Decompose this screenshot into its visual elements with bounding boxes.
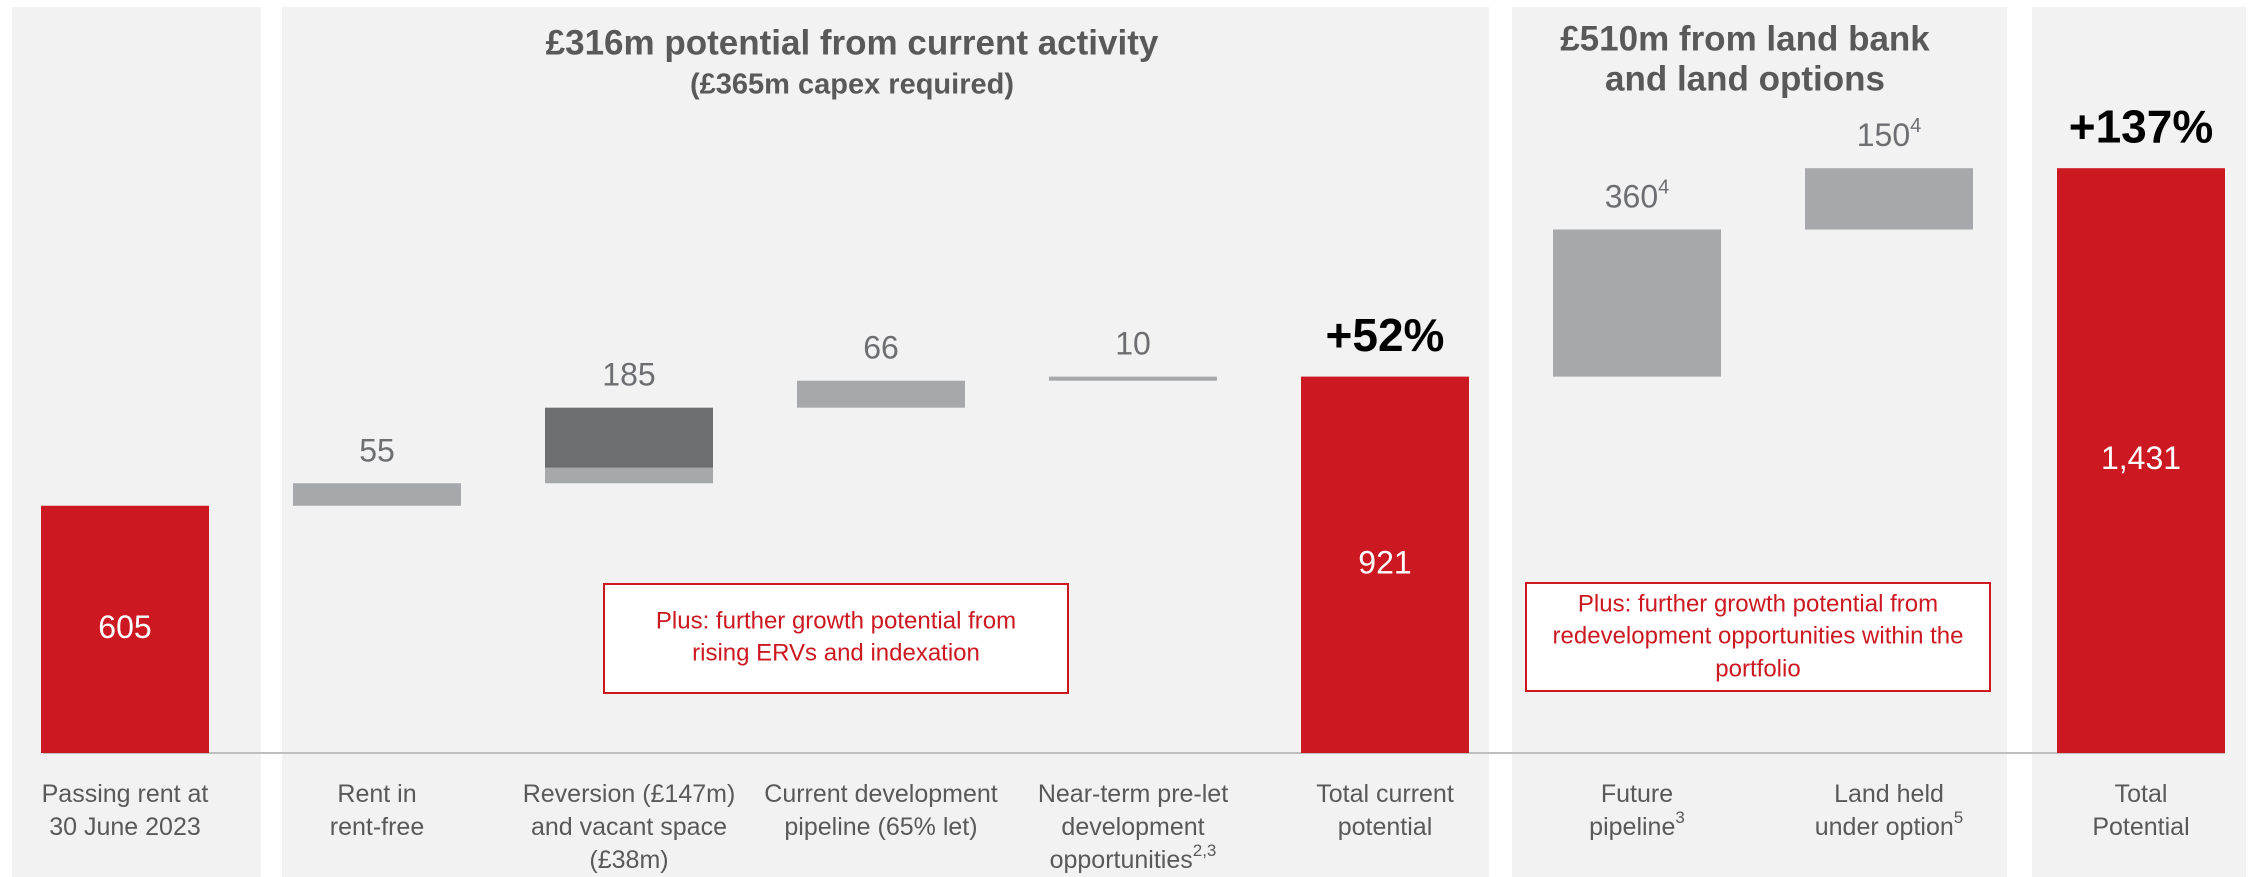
value-label: 10 [1115,326,1151,362]
category-label: Current development [764,780,998,808]
note-text: redevelopment opportunities within the [1553,622,1964,649]
category-label: Potential [2092,813,2189,841]
category-label: Near-term pre-let [1038,780,1228,808]
value-label: 185 [602,357,655,393]
bar [1805,168,1973,230]
category-label: Land held [1834,780,1944,808]
bar [2057,168,2225,753]
category-label-note: 5 [1954,808,1963,827]
category-label: Rent in [337,780,416,808]
category-label: Near-term pre-let [1038,780,1228,808]
value-label: 185 [602,357,655,393]
bar [41,505,209,753]
value-label: 55 [359,433,395,469]
value-label: 66 [863,330,899,366]
bar-segment [545,467,713,484]
category-label: rent-free [330,813,424,841]
section-title: and land options [1605,59,1885,98]
value-label-note: 4 [1910,115,1921,137]
category-label: pipeline (65% let) [784,813,977,841]
category-label: 30 June 2023 [49,813,201,841]
category-label: Reversion (£147m) [523,780,736,808]
category-label: Total current [1316,780,1454,808]
category-label: Reversion (£147m) [523,780,736,808]
category-label: pipeline (65% let) [784,813,977,841]
bar [1301,376,1469,753]
category-label: potential [1338,813,1433,841]
category-label: 30 June 2023 [49,813,201,841]
category-label: Passing rent at [42,780,209,808]
value-label: 921 [1358,544,1411,580]
value-label: 66 [863,330,899,366]
value-label: 1504 [1857,115,1922,153]
category-label-note: 2,3 [1193,841,1217,860]
category-label-note: 3 [1675,808,1684,827]
category-label: development [1061,813,1204,841]
category-label: Current development [764,780,998,808]
category-label: opportunities [1050,846,1193,874]
category-label: Total current [1316,780,1454,808]
value-label: 55 [359,433,395,469]
bar [1553,229,1721,377]
note-text: rising ERVs and indexation [692,639,980,666]
note-text: portfolio [1715,655,1800,682]
note-text: Plus: further growth potential from [656,607,1016,634]
category-label: and vacant space [531,813,727,841]
category-label: opportunities2,3 [1050,841,1217,874]
category-label: under option5 [1815,808,1963,841]
bar-segment [545,407,713,468]
category-label: rent-free [330,813,424,841]
value-label: 150 [1857,118,1910,154]
category-label: Future [1601,780,1673,808]
category-label: and vacant space [531,813,727,841]
category-label: Future [1601,780,1673,808]
bar [797,380,965,408]
value-label-note: 4 [1658,177,1669,199]
category-label: Total [2115,780,2168,808]
bar [1049,376,1217,381]
panel [282,7,1489,877]
category-label: pipeline [1589,813,1675,841]
category-label: (£38m) [589,846,668,874]
note-box [1525,582,1991,692]
note-box [603,583,1069,694]
category-label: Land held [1834,780,1944,808]
category-label: potential [1338,813,1433,841]
section-title: £510m from land bank [1560,19,1930,58]
category-label: Potential [2092,813,2189,841]
value-label: 605 [98,609,151,645]
category-label: Passing rent at [42,780,209,808]
category-label: pipeline3 [1589,808,1685,841]
bar [293,483,461,506]
value-label: 1,431 [2101,440,2181,476]
category-label: Total [2115,780,2168,808]
value-label: 3604 [1605,177,1670,215]
category-label: (£38m) [589,846,668,874]
note-text: Plus: further growth potential from [1578,590,1938,617]
category-label: development [1061,813,1204,841]
annotation: +137% [2069,100,2214,152]
value-label: 360 [1605,179,1658,215]
category-label: under option [1815,813,1954,841]
annotation: +52% [1326,309,1445,361]
section-title: £316m potential from current activity [546,23,1159,62]
category-label: Rent in [337,780,416,808]
value-label: 10 [1115,326,1151,362]
panel [1512,7,2007,877]
section-subtitle: (£365m capex required) [690,69,1014,101]
